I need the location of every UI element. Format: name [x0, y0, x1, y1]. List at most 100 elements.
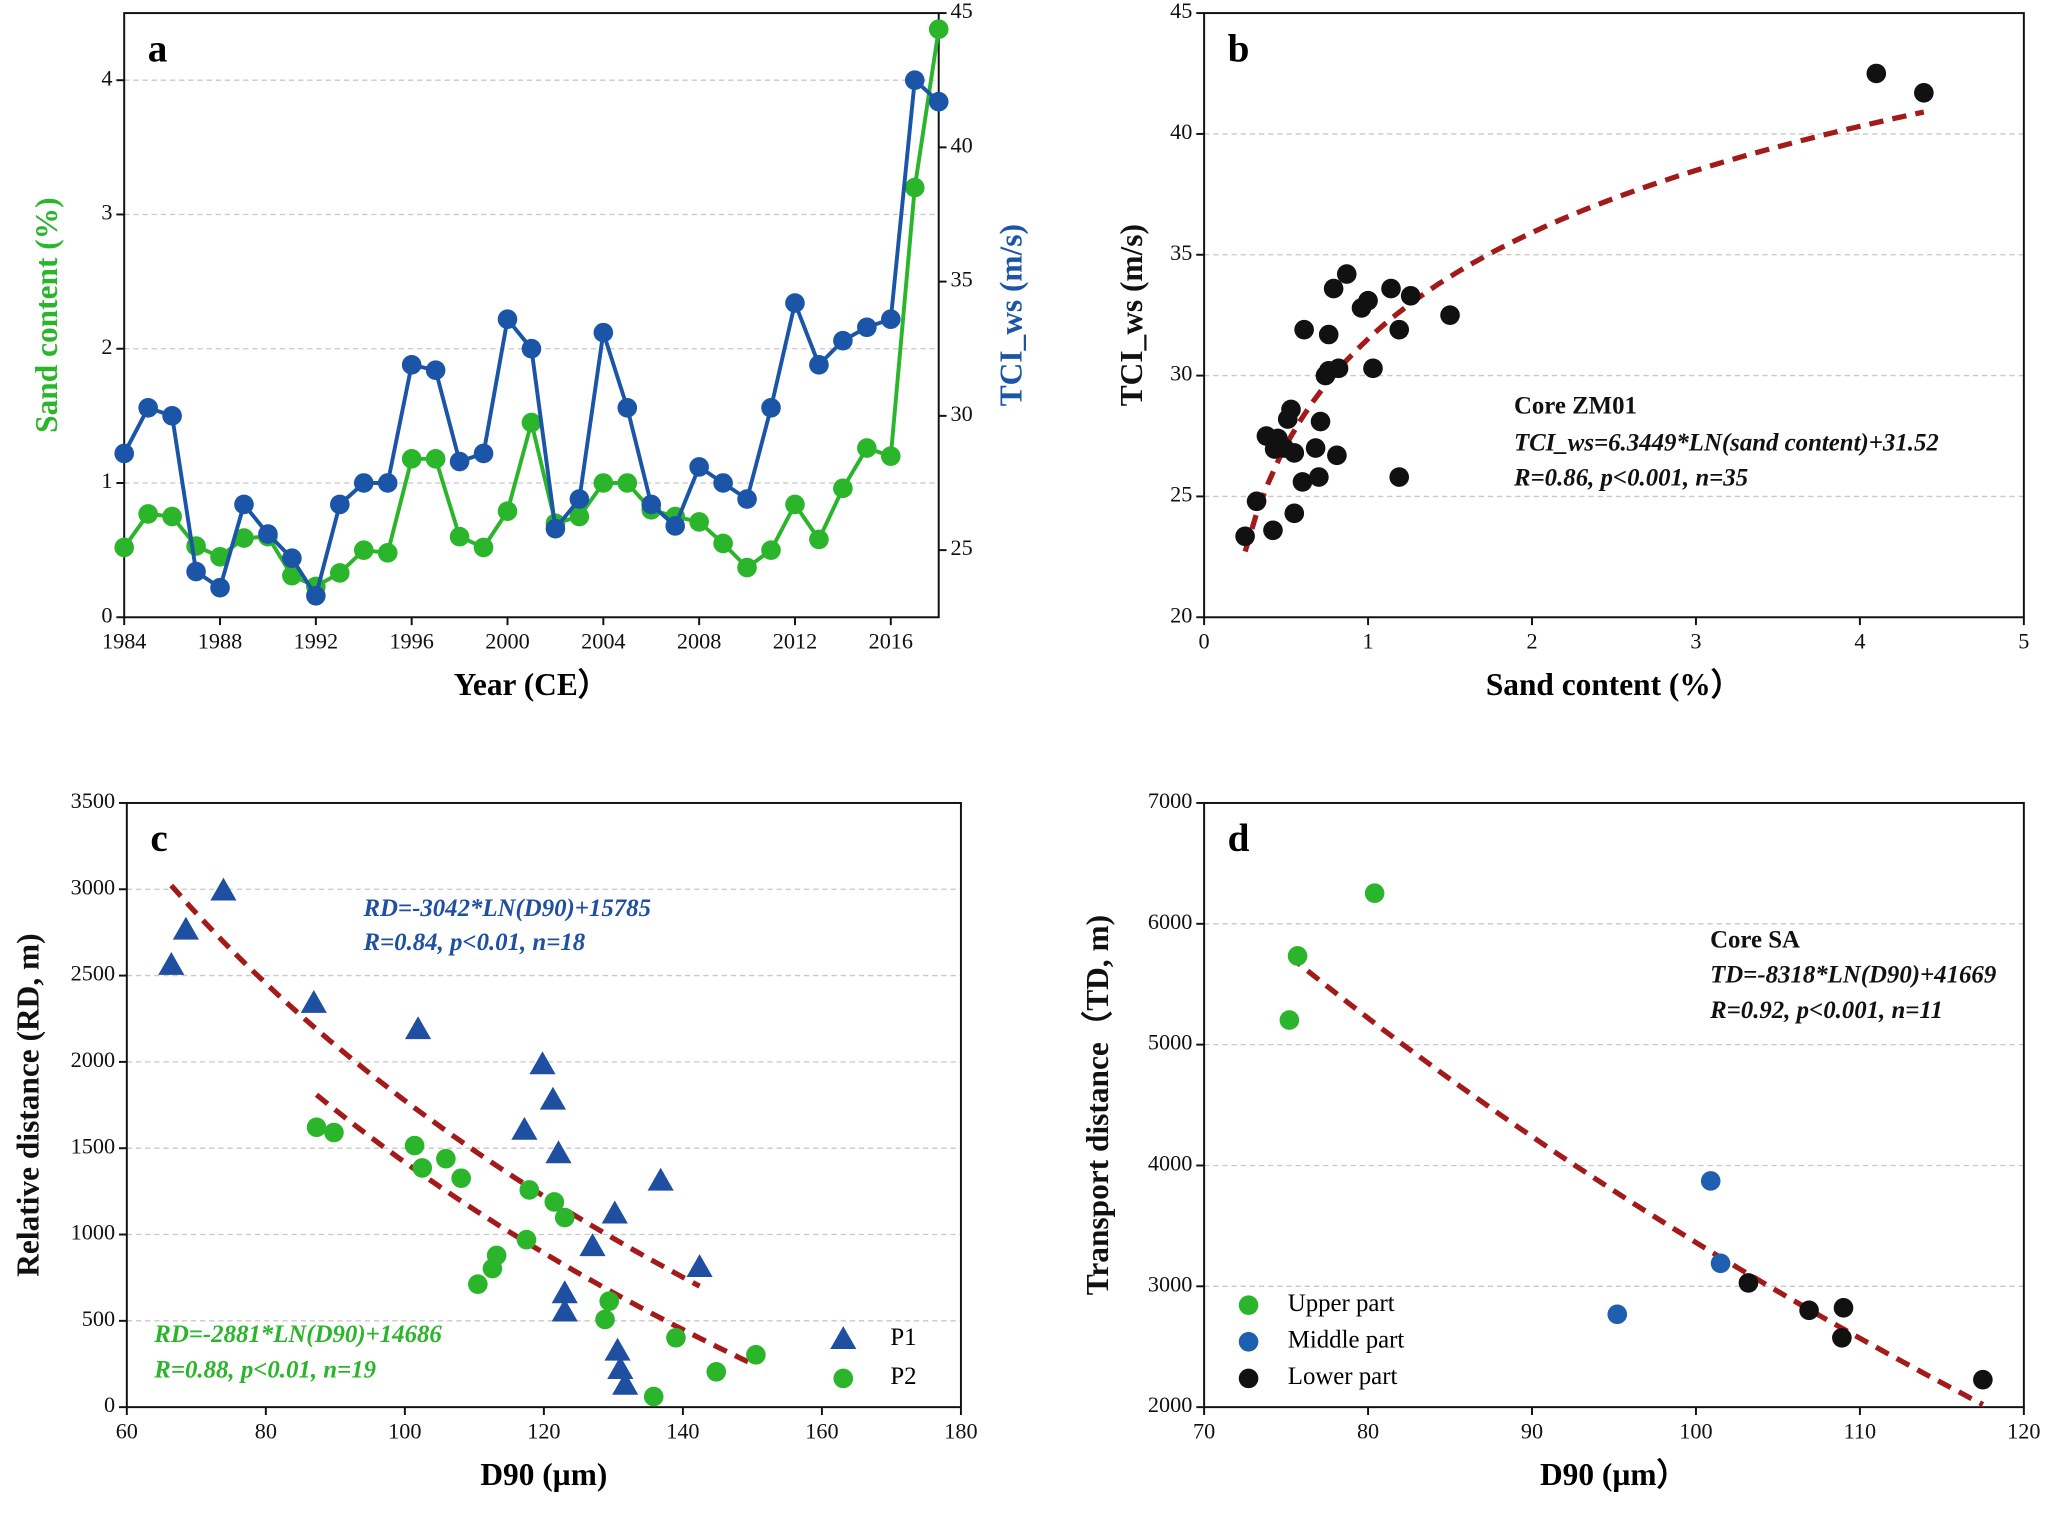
- point: [282, 548, 302, 568]
- y-tick-label: 35: [1170, 240, 1192, 265]
- point: [473, 537, 494, 558]
- x-tick-label: 3: [1690, 629, 1701, 654]
- point: [1279, 1010, 1300, 1030]
- point: [425, 449, 446, 469]
- y-tick-label: 2500: [71, 961, 115, 986]
- y-tick-label: 500: [82, 1306, 115, 1331]
- point: [1832, 1327, 1852, 1348]
- point: [617, 473, 638, 493]
- point: [1305, 438, 1326, 458]
- point: [544, 1192, 565, 1212]
- legend-marker: [1238, 1331, 1259, 1352]
- point: [686, 1254, 713, 1277]
- point: [114, 443, 135, 464]
- point: [300, 989, 327, 1013]
- x-tick-label: 90: [1521, 1418, 1543, 1443]
- y-tick-label: 4000: [1148, 1151, 1192, 1176]
- point: [928, 91, 949, 112]
- x-tick-label: 2000: [485, 629, 529, 654]
- point: [412, 1158, 433, 1178]
- x-axis-label: Sand content (%）: [1486, 667, 1742, 702]
- point: [689, 512, 709, 532]
- x-tick-label: 1996: [389, 629, 433, 654]
- plot-frame: [125, 801, 962, 1409]
- point: [1358, 290, 1378, 311]
- annotation: TCI_ws=6.3449*LN(sand content)+31.52: [1514, 429, 1939, 456]
- point: [641, 494, 662, 515]
- y-tick-label: 2000: [1148, 1392, 1192, 1417]
- y-tick-label: 30: [1170, 361, 1192, 386]
- point: [928, 19, 949, 39]
- y-tick-label: 3000: [71, 874, 115, 899]
- point: [643, 1386, 664, 1407]
- point: [1263, 520, 1283, 541]
- point: [258, 524, 278, 544]
- x-tick-label: 100: [1679, 1418, 1712, 1443]
- y-tick-label: 6000: [1148, 909, 1192, 934]
- point: [172, 916, 199, 940]
- y-tick-label: 1: [101, 468, 112, 493]
- point: [425, 360, 446, 381]
- point: [665, 516, 685, 536]
- point: [761, 398, 781, 418]
- annotation: TD=-8318*LN(D90)+41669: [1710, 962, 1996, 989]
- point: [162, 406, 182, 426]
- x-axis-label: D90 (µm): [480, 1457, 607, 1492]
- x-tick-label: 110: [1844, 1418, 1877, 1443]
- fit-curve: [169, 883, 701, 1289]
- point: [857, 438, 877, 458]
- point: [1328, 358, 1349, 379]
- point: [324, 1122, 344, 1143]
- point: [234, 494, 254, 515]
- point: [785, 494, 805, 515]
- x-tick-label: 100: [388, 1418, 421, 1443]
- point: [1363, 358, 1383, 379]
- y-tick-label: 2: [101, 334, 112, 359]
- point: [401, 449, 422, 469]
- point: [737, 557, 757, 578]
- point: [306, 585, 326, 606]
- point: [138, 398, 158, 418]
- x-tick-label: 4: [1854, 629, 1865, 654]
- legend-marker: [1238, 1295, 1259, 1315]
- point: [713, 533, 733, 554]
- point: [1833, 1298, 1854, 1318]
- point: [545, 1140, 572, 1164]
- x-tick-label: 160: [805, 1418, 838, 1443]
- point: [554, 1207, 575, 1228]
- x-tick-label: 140: [666, 1418, 699, 1443]
- point: [599, 1291, 620, 1311]
- point: [210, 577, 230, 598]
- point: [1284, 503, 1305, 524]
- point: [482, 1258, 503, 1279]
- y-axis-label: Transport distance（TD, m): [1080, 915, 1115, 1295]
- plot-frame: [1203, 801, 2025, 1409]
- point: [1235, 526, 1255, 547]
- x-tick-label: 0: [1199, 629, 1210, 654]
- y2-tick-label: 40: [950, 132, 972, 157]
- point: [1973, 1369, 1993, 1390]
- point: [521, 412, 542, 433]
- fit-curve: [1287, 953, 1985, 1407]
- point: [1738, 1273, 1759, 1293]
- fit-curve: [314, 1092, 758, 1368]
- point: [497, 309, 518, 330]
- panel-label: d: [1228, 817, 1250, 860]
- point: [569, 506, 590, 527]
- y2-axis-label: TCI_ws (m/s): [994, 224, 1029, 406]
- point: [234, 528, 254, 548]
- point: [1866, 63, 1887, 84]
- point: [519, 1180, 540, 1200]
- point: [511, 1116, 538, 1140]
- point: [569, 489, 590, 509]
- point: [306, 1117, 327, 1138]
- point: [857, 317, 877, 338]
- point: [353, 473, 374, 493]
- annotation: RD=-2881*LN(D90)+14686: [153, 1321, 442, 1348]
- point: [833, 330, 853, 351]
- point: [880, 309, 901, 330]
- x-tick-label: 2012: [773, 629, 817, 654]
- point: [706, 1361, 727, 1382]
- point: [737, 489, 757, 509]
- point: [1292, 472, 1313, 492]
